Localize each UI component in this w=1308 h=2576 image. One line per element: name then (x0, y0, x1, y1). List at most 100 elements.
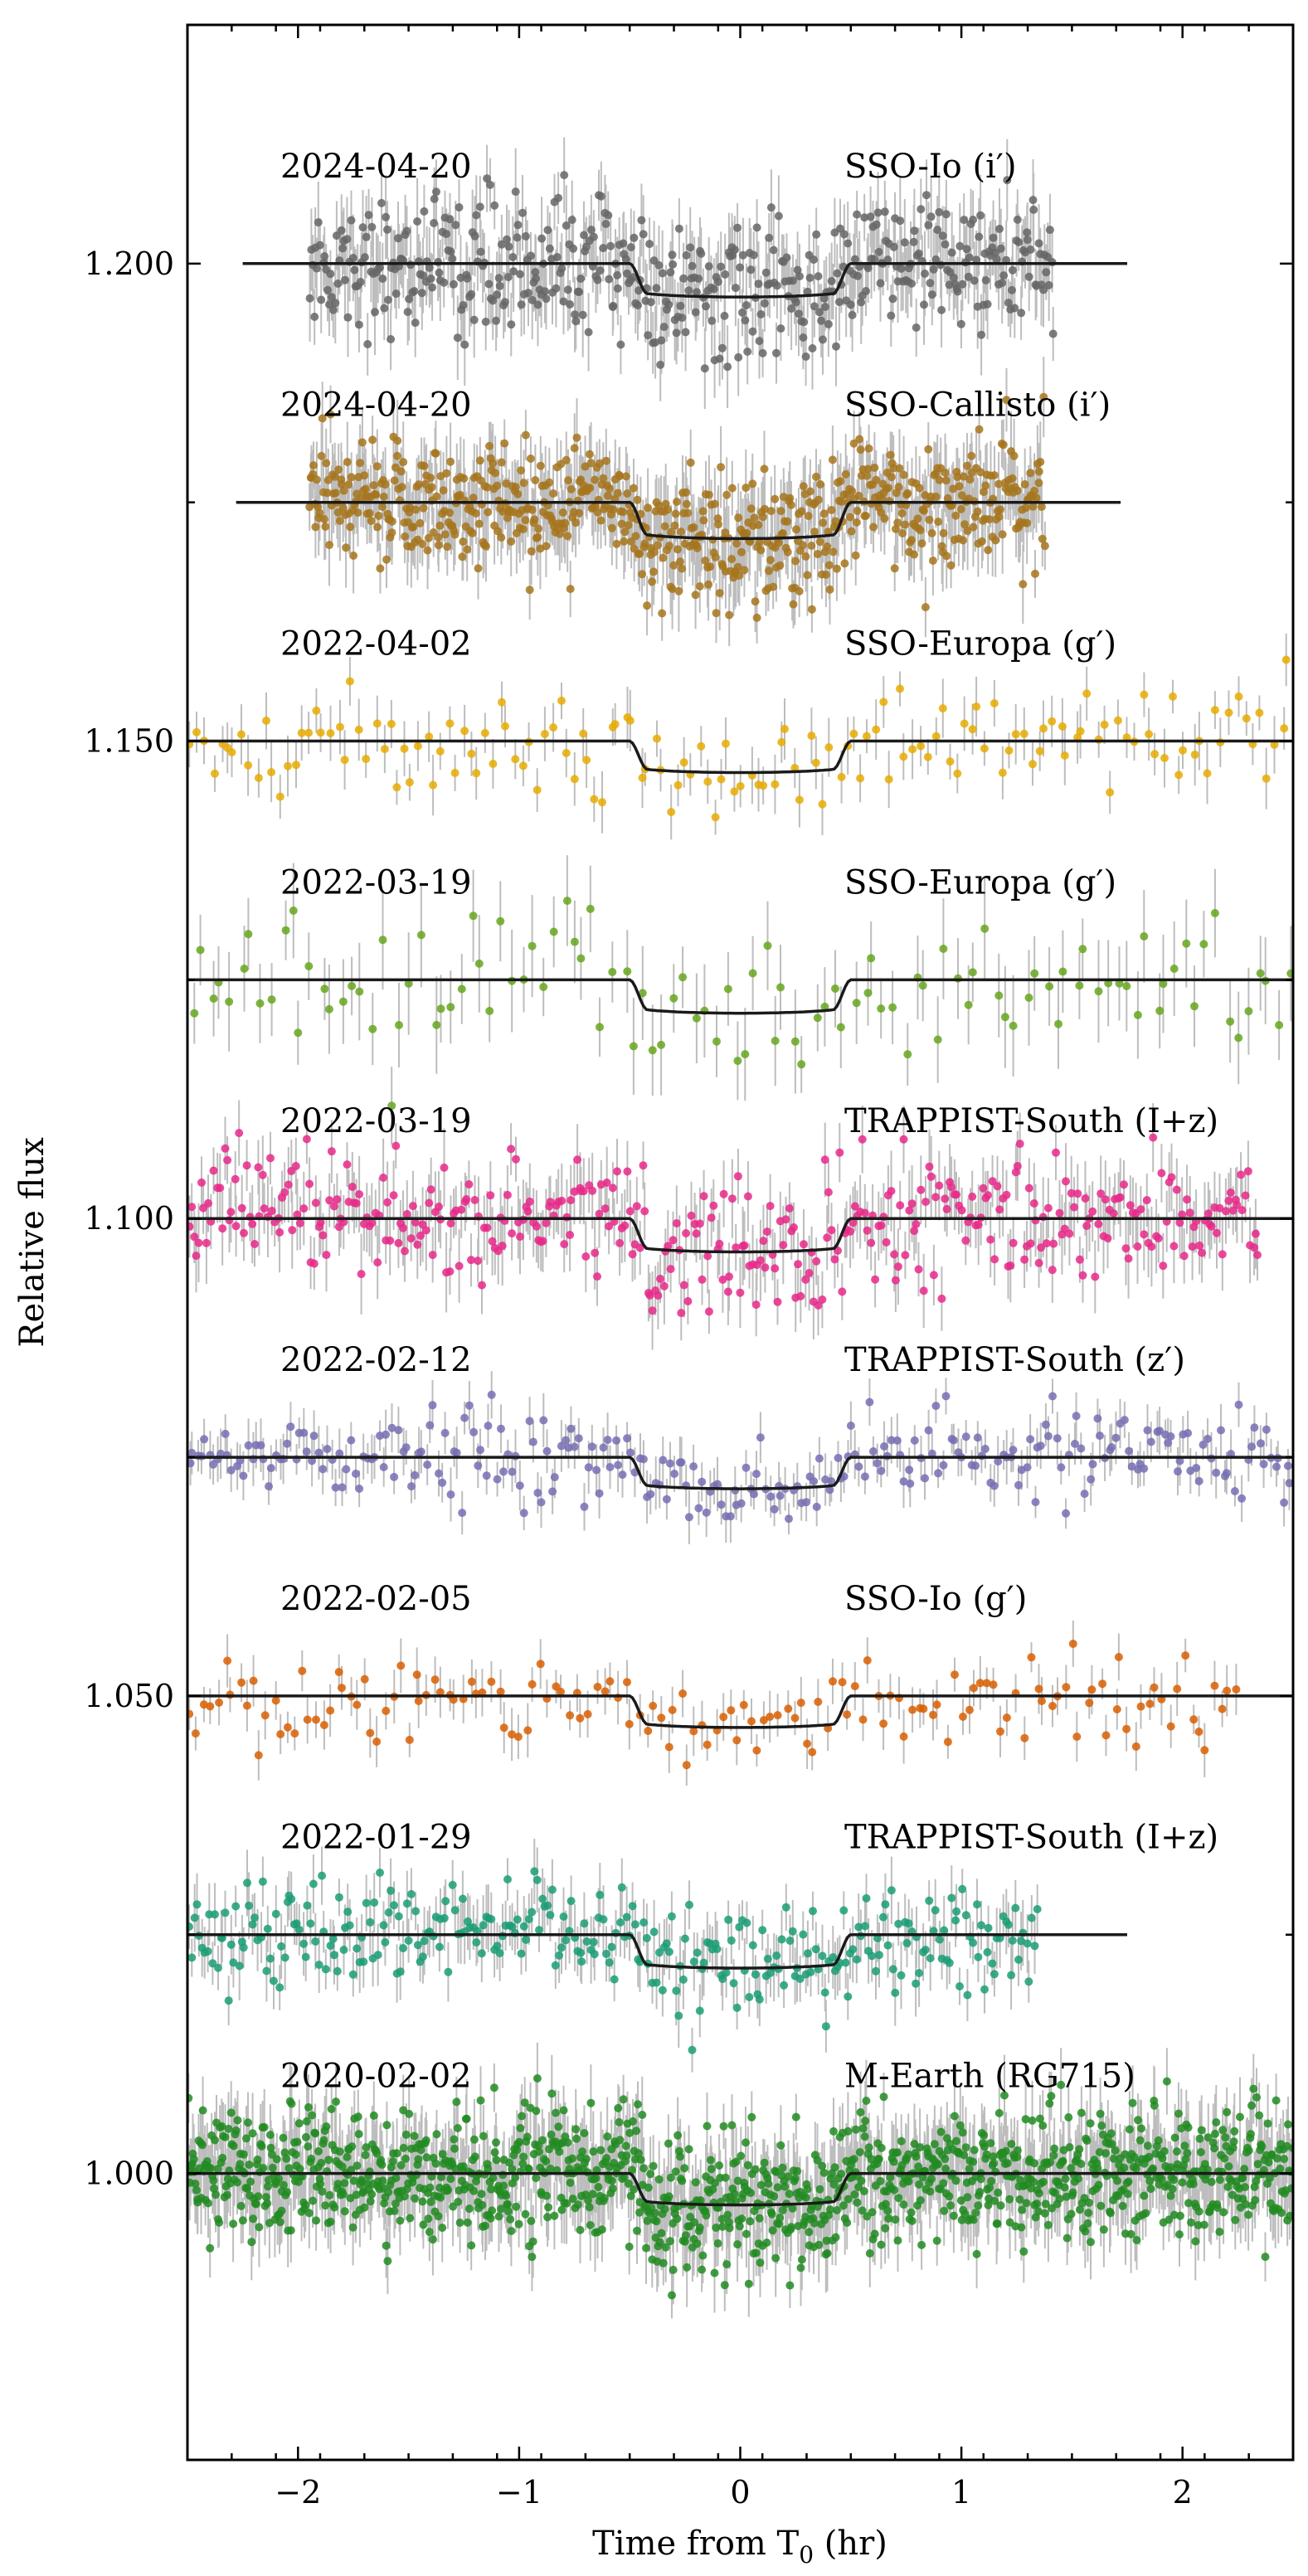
data-point (562, 221, 571, 230)
data-point (435, 268, 444, 277)
data-point (951, 511, 960, 520)
data-point (890, 1250, 899, 1259)
data-point (679, 1281, 688, 1290)
data-point (887, 311, 896, 320)
data-point (939, 528, 948, 537)
data-point (792, 525, 800, 534)
data-point (1080, 1490, 1089, 1499)
data-point (953, 473, 962, 482)
data-point (414, 480, 423, 489)
data-point (203, 1947, 212, 1956)
data-point (467, 749, 476, 758)
data-point (368, 435, 377, 445)
data-point (187, 1922, 193, 1932)
data-point (977, 537, 986, 546)
data-point (432, 492, 441, 501)
data-point (499, 1467, 508, 1476)
data-point (383, 225, 391, 234)
data-point (391, 289, 401, 299)
data-point (532, 785, 542, 795)
data-point (380, 304, 389, 313)
data-point (389, 1191, 398, 1200)
data-point (659, 1281, 669, 1290)
data-point (593, 1683, 602, 1691)
data-point (776, 1491, 785, 1500)
data-point (693, 288, 701, 297)
data-point (235, 1129, 244, 1138)
data-point (192, 1252, 201, 1261)
data-point (758, 513, 767, 522)
data-point (759, 1716, 768, 1725)
data-point (1023, 228, 1032, 237)
data-point (1036, 458, 1045, 466)
data-point (687, 1211, 696, 1220)
data-point (1039, 724, 1048, 733)
data-point (929, 1710, 937, 1719)
data-point (972, 702, 981, 711)
data-point (491, 469, 500, 478)
data-point (378, 503, 387, 512)
data-point (941, 1194, 950, 1203)
data-point (835, 1148, 844, 1157)
data-point (879, 1719, 888, 1728)
data-point (683, 1297, 693, 1305)
data-point (880, 514, 889, 523)
data-point (702, 1508, 711, 1517)
data-point (369, 481, 378, 490)
data-point (525, 1197, 534, 1206)
data-point (420, 207, 429, 216)
data-point (999, 440, 1008, 450)
data-point (928, 557, 937, 565)
data-point (365, 508, 374, 518)
data-point (1026, 1435, 1035, 1444)
data-point (1020, 1255, 1029, 1264)
data-point (396, 1661, 406, 1670)
data-point (703, 777, 712, 786)
data-point (872, 475, 881, 484)
data-point (410, 287, 419, 295)
data-point (989, 1680, 998, 1689)
data-point (1150, 750, 1160, 759)
data-point (669, 260, 678, 269)
data-point (476, 247, 485, 256)
data-point (499, 1723, 508, 1733)
data-point (1218, 1704, 1227, 1713)
data-point (1087, 1475, 1096, 1484)
data-point (518, 525, 528, 533)
data-point (223, 1656, 232, 1665)
data-point (471, 509, 480, 518)
data-point (317, 295, 326, 304)
data-point (688, 261, 697, 270)
data-points (190, 897, 1293, 1111)
data-point (256, 1441, 265, 1450)
data-point (425, 732, 434, 741)
data-point (303, 1715, 312, 1724)
data-point (1237, 1206, 1247, 1215)
data-point (362, 232, 371, 241)
data-point (801, 1275, 810, 1284)
data-point (283, 1723, 292, 1732)
data-point (1013, 486, 1022, 495)
data-point (485, 180, 494, 189)
data-point (619, 508, 628, 517)
data-point (536, 461, 545, 470)
data-point (706, 562, 715, 571)
data-point (190, 1913, 199, 1922)
data-point (818, 1295, 827, 1304)
data-point (986, 1235, 995, 1244)
data-point (771, 1037, 780, 1045)
data-point (677, 1458, 686, 1467)
data-point (372, 462, 382, 471)
data-point (304, 728, 314, 737)
data-point (1008, 265, 1017, 275)
data-point (1034, 1684, 1043, 1694)
data-point (619, 239, 628, 248)
data-point (751, 597, 760, 606)
data-point (404, 979, 413, 988)
data-point (426, 275, 435, 283)
data-point (1237, 1494, 1247, 1503)
data-point (761, 268, 771, 277)
data-point (1023, 1463, 1032, 1472)
data-point (489, 296, 498, 305)
data-point (998, 530, 1007, 539)
